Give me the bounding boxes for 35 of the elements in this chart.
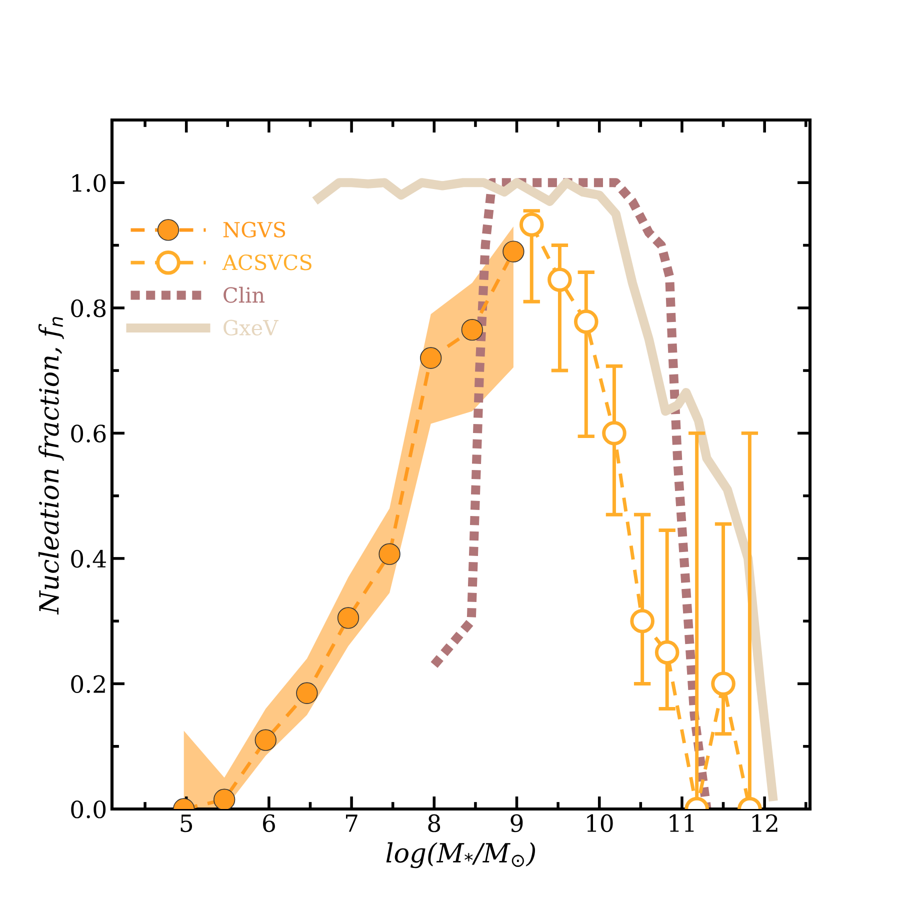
- point: [548, 268, 572, 292]
- y-tick-label: 0.4: [71, 550, 106, 568]
- x-tick-label: 7: [346, 814, 358, 832]
- point: [337, 607, 360, 629]
- point: [254, 729, 276, 751]
- y-tick-label: 0.0: [71, 800, 106, 818]
- legend-label: ACSVCS: [222, 254, 312, 270]
- y-tick-label: 0.6: [71, 424, 106, 442]
- y-tick-label: 0.8: [71, 299, 106, 318]
- point: [461, 318, 483, 341]
- x-tick-label: 5: [180, 814, 192, 832]
- y-tick-label: 1.0: [72, 174, 106, 192]
- point: [574, 310, 598, 334]
- point: [502, 240, 524, 262]
- y-tick-label: 0.2: [71, 675, 105, 694]
- point: [602, 421, 626, 446]
- x-tick-label: 6: [263, 814, 275, 832]
- legend-label: Clin: [224, 286, 265, 303]
- y-axis-title: Nucleation fraction, f$_{n}$: [38, 317, 64, 615]
- x-axis-title: log(M$_{*}$/M$_{⊙}$): [386, 842, 536, 868]
- point: [296, 682, 318, 704]
- x-tick-label: 8: [428, 814, 440, 832]
- x-tick-label: 10: [587, 814, 613, 832]
- point: [711, 672, 736, 696]
- point: [420, 347, 442, 369]
- x-tick-label: 9: [510, 814, 523, 832]
- x-tick-label: 12: [752, 814, 778, 832]
- point: [214, 788, 236, 809]
- legend-label: NGVS: [223, 222, 286, 238]
- point: [654, 640, 680, 665]
- point: [630, 608, 654, 634]
- point: [519, 212, 544, 237]
- x-tick-label: 11: [670, 814, 694, 832]
- legend-label: GxeV: [224, 320, 278, 336]
- point: [378, 543, 400, 565]
